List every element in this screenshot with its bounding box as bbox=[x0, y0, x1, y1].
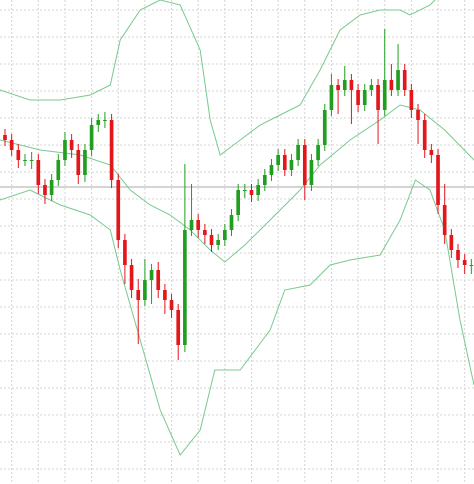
candle-body bbox=[236, 190, 240, 215]
candle-body bbox=[356, 90, 360, 105]
candle-body bbox=[322, 110, 327, 145]
candle-body bbox=[422, 120, 427, 150]
candle-body bbox=[216, 240, 221, 245]
candle-body bbox=[129, 265, 134, 290]
candle-body bbox=[376, 85, 380, 110]
candle-body bbox=[203, 230, 207, 235]
bollinger-band bbox=[0, 104, 474, 263]
candle-body bbox=[469, 265, 474, 266]
candle-body bbox=[63, 140, 67, 160]
candle-body bbox=[89, 125, 94, 150]
candle-body bbox=[43, 185, 47, 195]
candle-body bbox=[362, 90, 367, 105]
candle-body bbox=[396, 70, 400, 90]
candle-body bbox=[449, 235, 454, 250]
candle-body bbox=[103, 120, 107, 121]
candle-body bbox=[136, 290, 141, 300]
candle-body bbox=[209, 235, 214, 245]
candle-body bbox=[156, 270, 161, 290]
candle-body bbox=[69, 140, 74, 150]
candle-body bbox=[49, 180, 54, 195]
candle-body bbox=[149, 270, 154, 280]
candle-body bbox=[83, 150, 87, 175]
candle-body bbox=[302, 145, 307, 185]
candle-body bbox=[189, 220, 194, 230]
candle-body bbox=[342, 80, 347, 90]
candle-body bbox=[163, 290, 167, 300]
candle-body bbox=[276, 155, 280, 165]
candle-body bbox=[409, 90, 414, 110]
candle-body bbox=[296, 145, 300, 160]
candle-body bbox=[456, 250, 460, 260]
candle-body bbox=[23, 160, 27, 161]
candle-body bbox=[349, 80, 354, 90]
candle-body bbox=[416, 110, 420, 120]
candle-body bbox=[429, 150, 434, 155]
candle-body bbox=[462, 260, 467, 265]
candle-body bbox=[9, 140, 14, 150]
candle-body bbox=[196, 220, 201, 230]
candle-body bbox=[369, 85, 374, 90]
candle-body bbox=[262, 175, 267, 185]
candle-body bbox=[269, 165, 274, 175]
candle-body bbox=[56, 160, 61, 180]
candle-body bbox=[256, 185, 260, 195]
candle-body bbox=[242, 190, 247, 191]
candle-body bbox=[143, 280, 147, 300]
candle-body bbox=[249, 190, 254, 195]
candle-body bbox=[183, 230, 187, 345]
bollinger-band bbox=[0, 179, 474, 456]
candle-body bbox=[109, 120, 114, 180]
bollinger-band bbox=[0, 0, 436, 156]
candle-body bbox=[282, 155, 287, 170]
candle-body bbox=[123, 240, 127, 265]
candle-body bbox=[289, 160, 294, 170]
candle-body bbox=[309, 160, 314, 185]
candle-body bbox=[229, 215, 234, 230]
candle-body bbox=[329, 85, 334, 110]
candle-body bbox=[76, 150, 81, 175]
candle-body bbox=[16, 150, 21, 160]
candle-body bbox=[36, 160, 41, 185]
candle-body bbox=[382, 80, 387, 110]
candle-body bbox=[169, 300, 174, 310]
candle-body bbox=[442, 205, 447, 235]
candle-body bbox=[176, 310, 181, 345]
candle-body bbox=[402, 70, 407, 90]
candle-body bbox=[3, 135, 7, 140]
candle-body bbox=[223, 230, 227, 240]
candle-body bbox=[336, 85, 340, 90]
candle-body bbox=[436, 155, 440, 205]
candle-body bbox=[96, 120, 101, 125]
candle-body bbox=[316, 145, 320, 160]
candle-body bbox=[116, 180, 121, 240]
candle-body bbox=[389, 80, 394, 90]
candle-body bbox=[29, 160, 34, 161]
